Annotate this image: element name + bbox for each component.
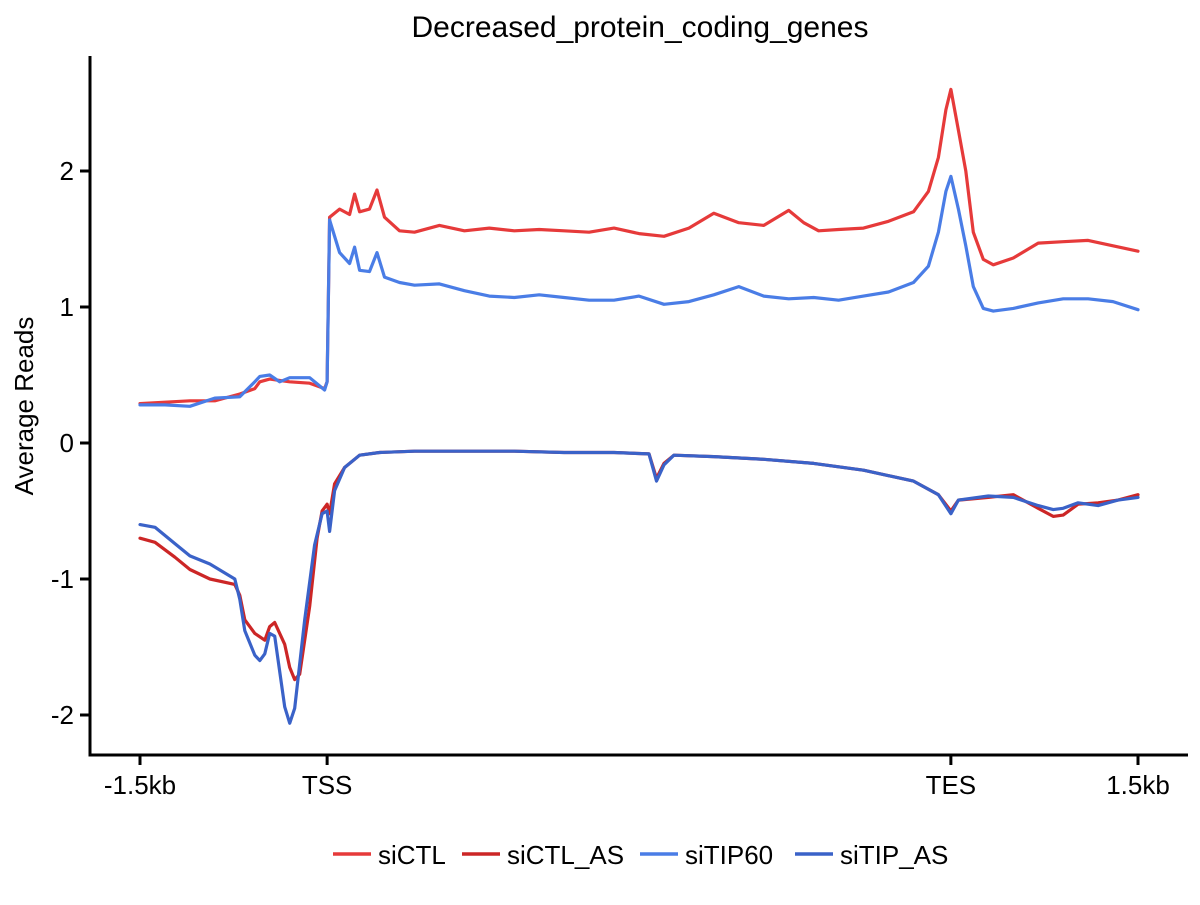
series-line-sictl <box>138 87 1140 406</box>
series-line-sitip60 <box>138 174 1140 408</box>
y-axis-label: Average Reads <box>9 317 39 496</box>
y-tick-label: 0 <box>60 428 74 458</box>
y-tick-label: -2 <box>51 700 74 730</box>
y-tick-label: 1 <box>60 292 74 322</box>
x-tick-label: 1.5kb <box>1106 770 1170 800</box>
legend-label: siCTL_AS <box>507 840 624 870</box>
legend: siCTL siCTL_AS siTIP60 siTIP_AS <box>333 840 948 870</box>
x-tick-label: TES <box>926 770 977 800</box>
x-axis-ticks: -1.5kb TSS TES 1.5kb <box>104 755 1170 800</box>
series-line-sictl-as <box>138 449 1140 682</box>
legend-label: siTIP_AS <box>840 840 948 870</box>
y-axis-ticks: -2 -1 0 1 2 <box>51 156 90 730</box>
series-line-sitip-as <box>138 449 1140 725</box>
y-tick-label: 2 <box>60 156 74 186</box>
y-tick-label: -1 <box>51 564 74 594</box>
chart-title: Decreased_protein_coding_genes <box>411 11 868 44</box>
series-lines <box>138 87 1140 725</box>
x-tick-label: TSS <box>302 770 353 800</box>
legend-label: siTIP60 <box>685 840 773 870</box>
legend-label: siCTL <box>378 840 446 870</box>
x-tick-label: -1.5kb <box>104 770 176 800</box>
